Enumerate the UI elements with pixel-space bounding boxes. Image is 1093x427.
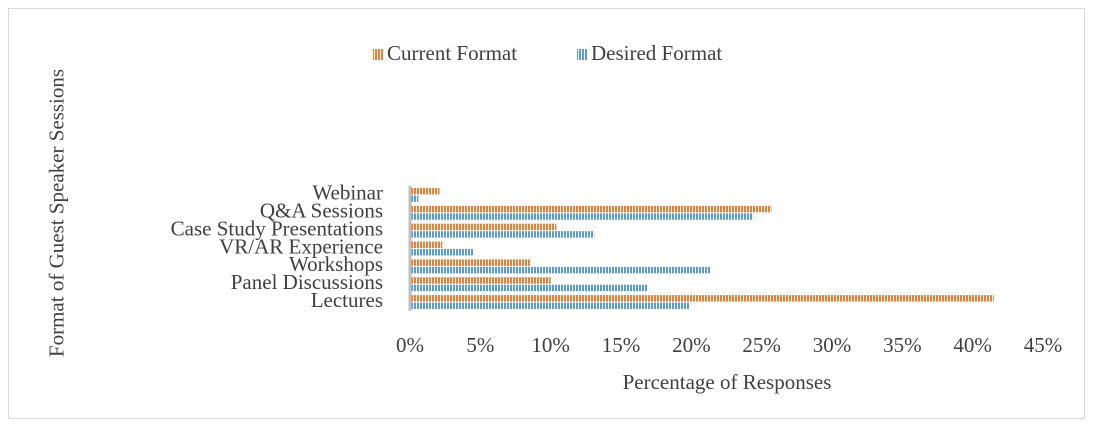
y-axis-title: Format of Guest Speaker Sessions: [44, 68, 69, 358]
bar: [410, 187, 440, 195]
bar: [410, 266, 712, 274]
y-tick-label: Webinar: [312, 181, 383, 205]
x-tick-label: 35%: [883, 333, 922, 357]
x-tick-label: 0%: [396, 333, 424, 357]
bar: [410, 295, 994, 302]
bar: [410, 223, 557, 231]
x-tick-label: 5%: [466, 333, 494, 357]
y-tick-label: Q&A Sessions: [260, 199, 383, 223]
x-axis-title: Percentage of Responses: [623, 370, 832, 394]
x-tick-label: 10%: [531, 333, 570, 357]
bar: [410, 302, 690, 310]
bar: [410, 241, 443, 248]
legend-label: Current Format: [387, 41, 517, 65]
bar: [410, 231, 595, 238]
x-tick-label: 25%: [742, 333, 781, 357]
bar: [410, 205, 772, 213]
x-tick-label: 45%: [1024, 333, 1063, 357]
bar: [410, 249, 474, 256]
bar: [410, 259, 531, 266]
y-tick-label: Lectures: [311, 288, 383, 312]
y-tick-label: Panel Discussions: [231, 270, 383, 294]
bar: [410, 213, 754, 220]
bar: [410, 284, 648, 292]
legend-swatch: [373, 49, 384, 60]
x-tick-label: 40%: [953, 333, 992, 357]
x-tick-label: 30%: [813, 333, 852, 357]
bar: [410, 195, 419, 202]
y-tick-label: Case Study Presentations: [171, 216, 383, 240]
x-tick-label: 15%: [602, 333, 641, 357]
bar: [410, 277, 551, 284]
x-tick-label: 20%: [672, 333, 711, 357]
legend-label: Desired Format: [591, 41, 722, 65]
y-tick-label: VR/AR Experience: [219, 234, 383, 258]
y-tick-label: Workshops: [289, 252, 383, 276]
legend-swatch: [577, 49, 588, 60]
